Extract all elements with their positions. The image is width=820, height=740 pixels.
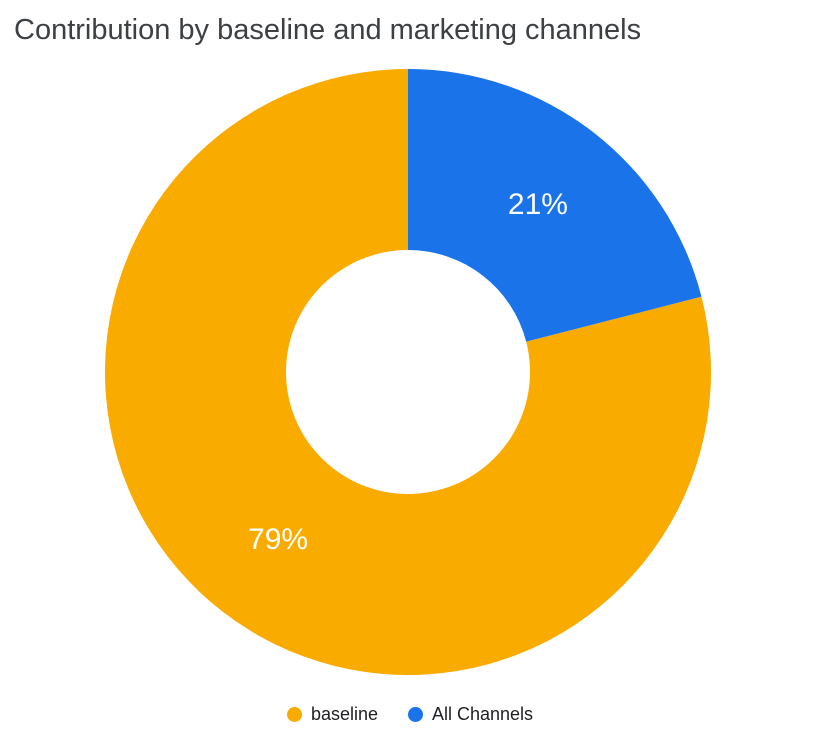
legend-dot-all-channels (408, 706, 423, 722)
slice-baseline[interactable] (104, 69, 711, 675)
slice-all-channels[interactable] (408, 68, 702, 342)
chart-title: Contribution by baseline and marketing c… (14, 14, 642, 46)
legend-label-all-channels: All Channels (432, 703, 534, 724)
donut-chart: 79% 21% (0, 48, 820, 688)
legend-dot-baseline (286, 706, 302, 722)
chart-legend: baseline All Channels (0, 688, 820, 740)
slice-label-baseline: 79% (248, 523, 308, 556)
legend-item-baseline[interactable]: baseline (286, 703, 378, 725)
donut-svg: 79% 21% (104, 68, 711, 675)
slice-label-all-channels: 21% (508, 188, 568, 221)
legend-label-baseline: baseline (310, 703, 378, 724)
legend-item-all-channels[interactable]: All Channels (408, 704, 533, 725)
